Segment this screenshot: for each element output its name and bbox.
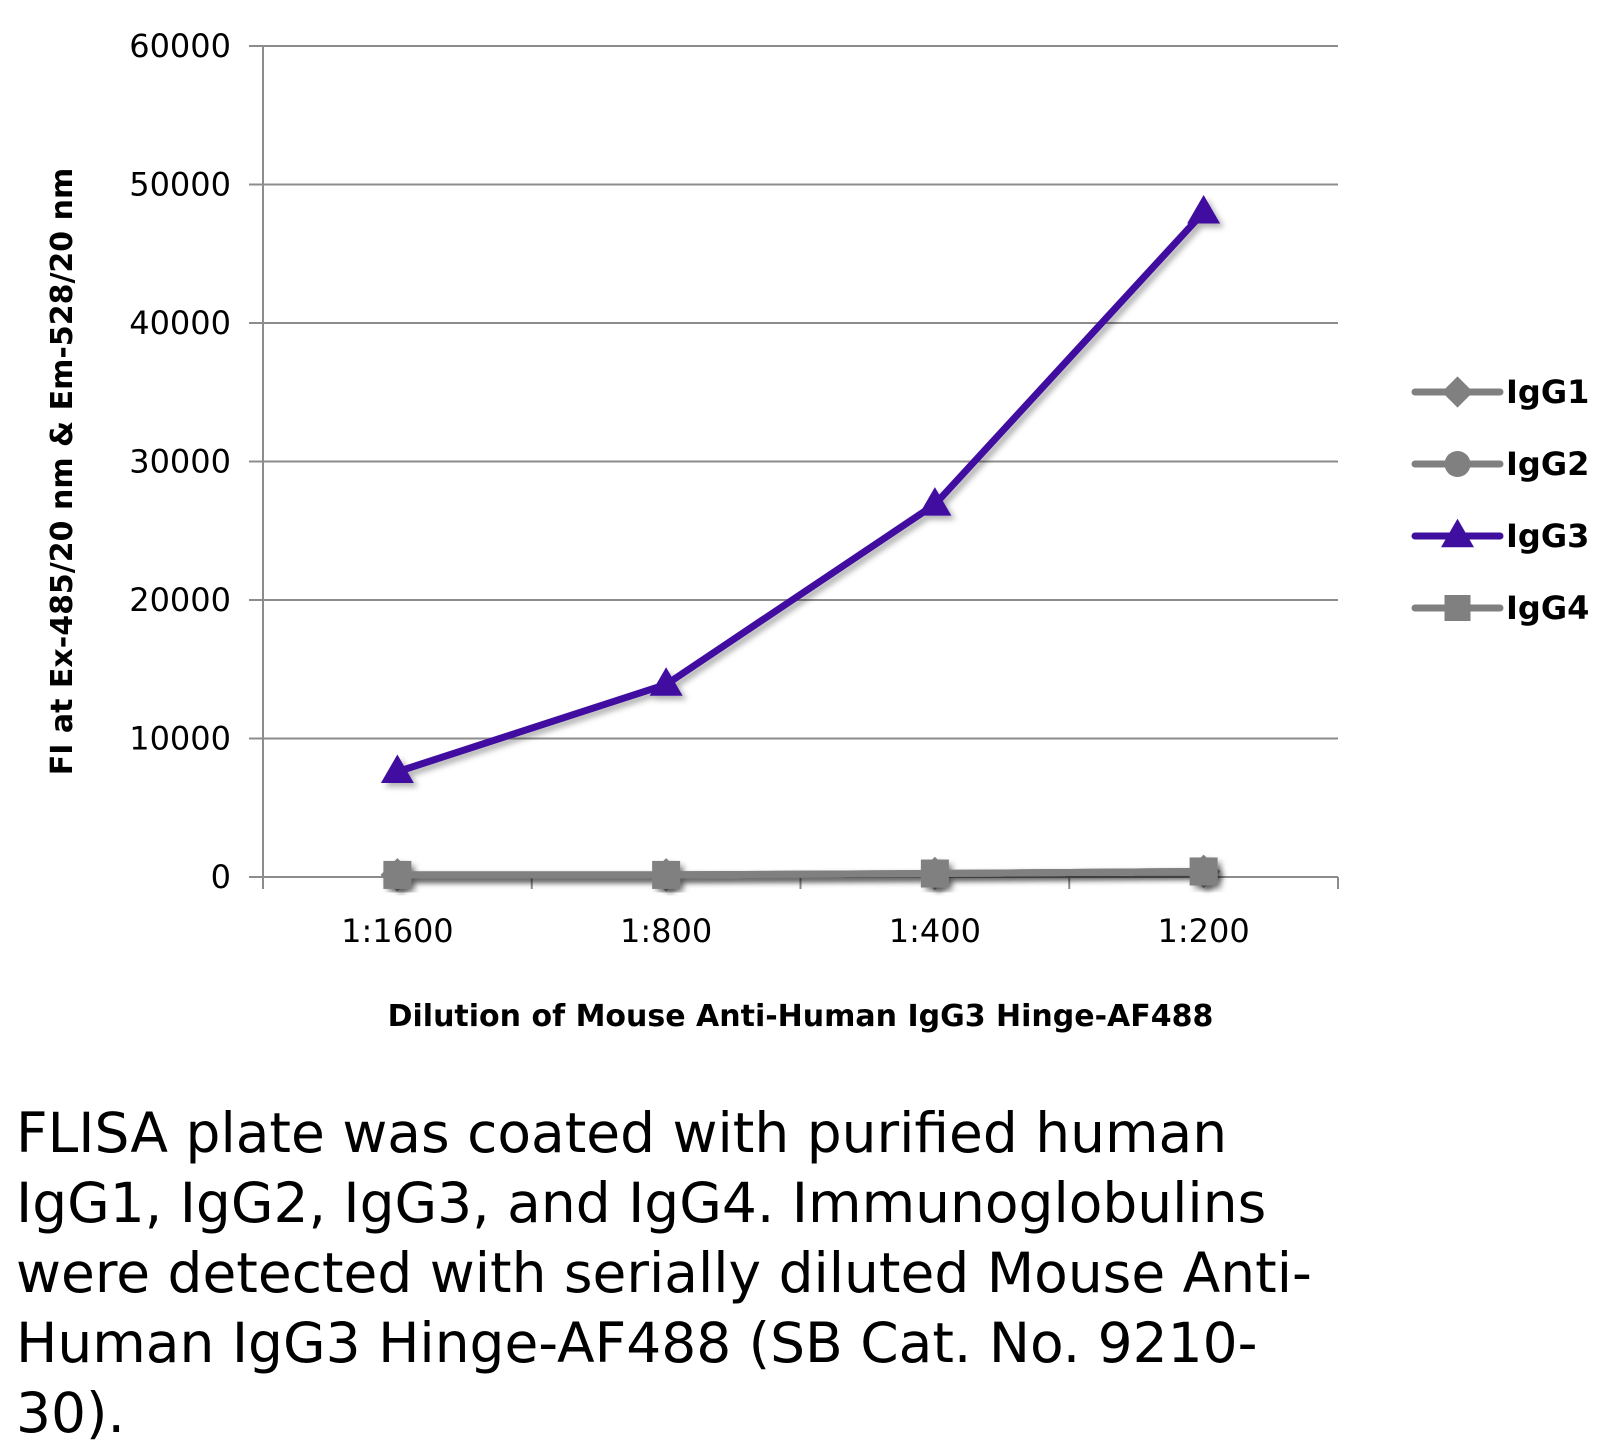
series-igg3 [380,194,1221,783]
legend-item-igg1: IgG1 [1411,373,1589,411]
data-point [920,859,949,888]
legend-item-igg3: IgG3 [1411,517,1589,555]
data-point [383,860,412,889]
line-chart: 0 10000 20000 30000 40000 50000 60000 1:1600 1:8… [45,27,1589,1034]
legend-label: IgG2 [1506,445,1589,483]
legend-marker [1441,376,1474,408]
y-tick-label: 10000 [129,720,231,758]
gridlines [263,45,1338,740]
x-tick-label: 1:200 [1158,912,1250,950]
y-axis-title: FI at Ex-485/20 nm & Em-528/20 nm [45,168,80,775]
legend-label: IgG1 [1506,373,1589,411]
data-point [1187,194,1221,224]
data-point [1189,857,1218,886]
axis-labels: 0 10000 20000 30000 40000 50000 60000 1:1600 1:8… [129,27,1250,950]
data-point [649,667,683,696]
x-tick-label: 1:400 [889,912,981,950]
legend-item-igg4: IgG4 [1411,589,1589,627]
y-tick-label: 50000 [129,166,231,204]
y-tick-label: 40000 [129,304,231,342]
legend-marker [1444,451,1471,477]
series-line [393,208,1208,776]
axes [249,45,1339,889]
x-axis-title: Dilution of Mouse Anti-Human IgG3 Hinge-… [388,999,1214,1034]
y-tick-label: 20000 [129,581,231,619]
y-tick-label: 60000 [129,27,231,65]
legend-item-igg2: IgG2 [1411,445,1589,483]
series-igg4 [383,857,1218,889]
legend: IgG1 IgG2 IgG3 IgG4 [1411,373,1589,627]
y-tick-label: 30000 [129,443,231,481]
data-point [918,487,952,516]
legend-label: IgG4 [1506,589,1589,627]
figure-caption: FLISA plate was coated with purified hum… [16,1101,1312,1445]
legend-marker [1441,518,1474,548]
x-tick-label: 1:1600 [341,912,454,950]
plot-area [380,194,1221,892]
y-tick-label: 0 [211,858,231,896]
x-tick-label: 1:800 [620,912,712,950]
data-point [380,754,414,783]
legend-marker [1444,595,1471,621]
series-line [393,867,1208,879]
data-point [652,860,681,889]
legend-label: IgG3 [1506,517,1589,555]
